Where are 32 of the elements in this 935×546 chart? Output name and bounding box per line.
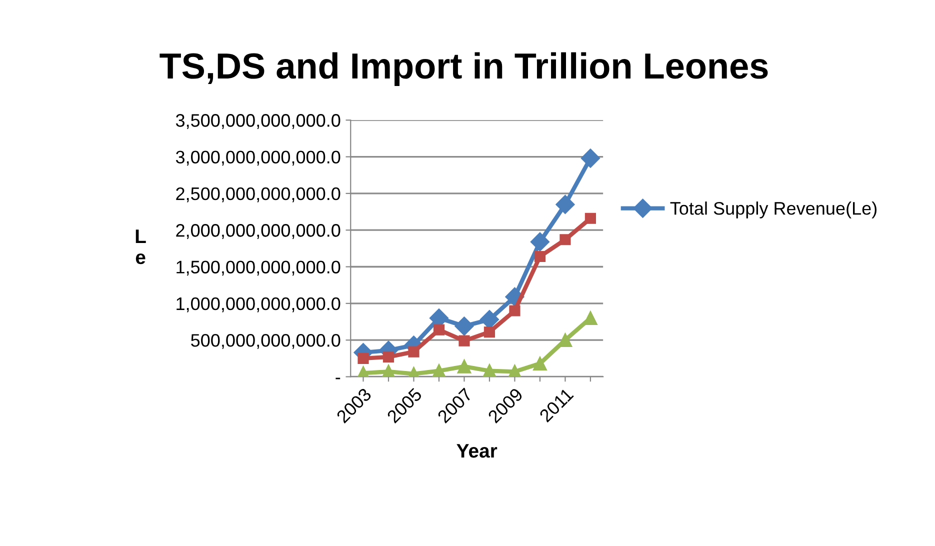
point: [408, 346, 420, 358]
point: [580, 148, 600, 168]
point: [432, 364, 446, 377]
point: [358, 352, 369, 364]
y-tick-label: 2,000,000,000,000.0: [176, 224, 340, 239]
x-axis-title: Year: [456, 444, 498, 458]
point: [530, 232, 550, 252]
point: [509, 305, 520, 316]
point: [534, 250, 546, 262]
y-tick-label: -: [336, 378, 340, 380]
y-axis-title: L e: [136, 230, 146, 264]
point: [458, 335, 470, 346]
point: [433, 324, 445, 336]
point: [457, 360, 472, 374]
y-tick-label: 1,500,000,000,000.0: [176, 260, 340, 276]
y-tick-label: 2,500,000,000,000.0: [176, 187, 340, 202]
point: [556, 194, 575, 214]
point: [560, 234, 571, 246]
point: [584, 212, 596, 224]
y-tick-label: 3,500,000,000,000.0: [176, 114, 340, 129]
point: [558, 333, 572, 348]
point: [484, 326, 496, 338]
y-tick-label: 3,000,000,000,000.0: [176, 150, 340, 166]
point: [454, 316, 474, 336]
point: [533, 356, 547, 370]
point: [584, 311, 598, 326]
y-tick-label: 1,000,000,000,000.0: [176, 297, 340, 312]
chart-title: TS,DS and Import in Trillion Leones: [160, 52, 768, 86]
y-tick-label: 500,000,000,000.0: [191, 334, 340, 349]
point: [382, 351, 394, 362]
point: [482, 364, 496, 377]
legend-label: Total Supply Revenue(Le): [670, 202, 876, 218]
